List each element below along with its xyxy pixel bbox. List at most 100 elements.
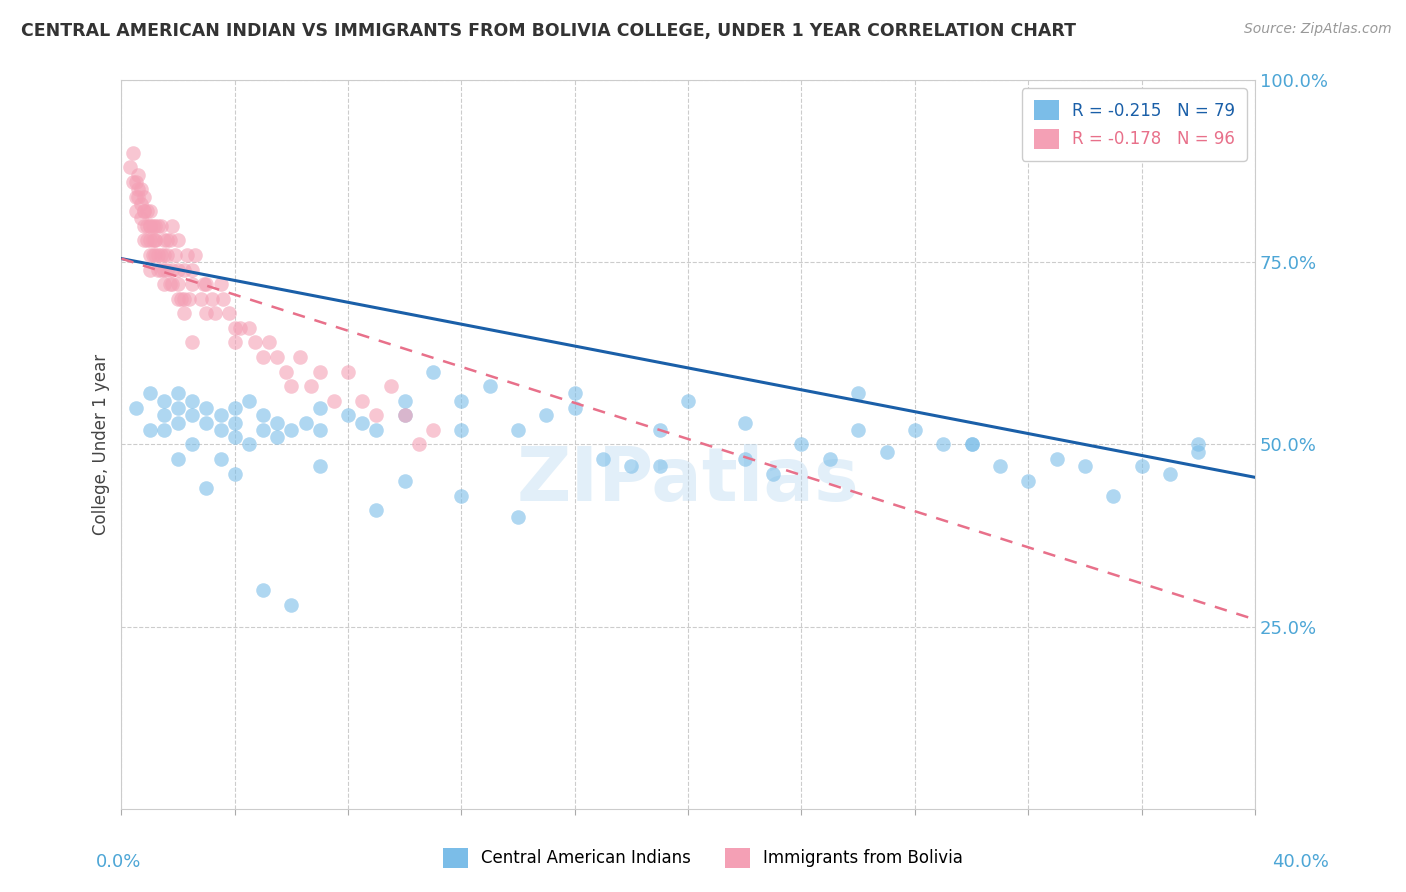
Point [592, 452, 614, 467]
Point [156, 248, 179, 262]
Point [762, 467, 785, 481]
Point [124, 204, 146, 219]
Point [148, 248, 170, 262]
Point [195, 277, 218, 292]
Point [195, 481, 218, 495]
Point [156, 233, 179, 247]
Point [224, 430, 246, 444]
Point [181, 393, 204, 408]
Point [150, 262, 173, 277]
Point [136, 219, 159, 233]
Point [932, 437, 955, 451]
Point [167, 277, 190, 292]
Point [1187, 437, 1209, 451]
Point [648, 423, 671, 437]
Point [846, 386, 869, 401]
Point [204, 306, 226, 320]
Point [280, 423, 302, 437]
Point [153, 262, 176, 277]
Point [408, 437, 430, 451]
Point [366, 503, 388, 517]
Point [195, 416, 218, 430]
Point [212, 292, 235, 306]
Text: 0.0%: 0.0% [96, 853, 141, 871]
Point [148, 262, 170, 277]
Point [564, 386, 586, 401]
Point [1045, 452, 1067, 467]
Point [366, 409, 388, 423]
Point [394, 393, 416, 408]
Point [450, 393, 472, 408]
Point [1159, 467, 1181, 481]
Point [153, 248, 176, 262]
Point [252, 409, 274, 423]
Point [153, 277, 176, 292]
Point [422, 423, 444, 437]
Point [129, 211, 152, 226]
Point [150, 219, 173, 233]
Point [167, 401, 190, 415]
Legend: R = -0.215   N = 79, R = -0.178   N = 96: R = -0.215 N = 79, R = -0.178 N = 96 [1022, 88, 1247, 161]
Point [478, 379, 501, 393]
Point [176, 248, 198, 262]
Point [181, 335, 204, 350]
Point [224, 401, 246, 415]
Point [818, 452, 841, 467]
Point [238, 437, 260, 451]
Point [904, 423, 927, 437]
Point [184, 248, 207, 262]
Point [148, 219, 170, 233]
Point [238, 321, 260, 335]
Point [337, 409, 360, 423]
Point [308, 401, 330, 415]
Point [648, 459, 671, 474]
Point [323, 393, 346, 408]
Point [127, 168, 149, 182]
Point [150, 248, 173, 262]
Point [181, 437, 204, 451]
Point [142, 233, 165, 247]
Point [274, 365, 297, 379]
Point [153, 233, 176, 247]
Point [167, 452, 190, 467]
Point [121, 145, 143, 160]
Point [1074, 459, 1097, 474]
Point [124, 401, 146, 415]
Point [266, 350, 288, 364]
Point [181, 277, 204, 292]
Point [960, 437, 983, 451]
Point [876, 444, 898, 458]
Point [153, 393, 176, 408]
Point [136, 233, 159, 247]
Point [243, 335, 266, 350]
Point [620, 459, 643, 474]
Point [124, 189, 146, 203]
Point [734, 452, 756, 467]
Point [139, 248, 162, 262]
Point [121, 175, 143, 189]
Text: 40.0%: 40.0% [1272, 853, 1329, 871]
Point [167, 262, 190, 277]
Point [508, 423, 530, 437]
Point [159, 277, 181, 292]
Point [193, 277, 215, 292]
Point [181, 409, 204, 423]
Point [132, 219, 155, 233]
Point [988, 459, 1011, 474]
Point [1187, 444, 1209, 458]
Point [139, 219, 162, 233]
Point [132, 204, 155, 219]
Text: Source: ZipAtlas.com: Source: ZipAtlas.com [1244, 22, 1392, 37]
Point [159, 233, 181, 247]
Point [266, 430, 288, 444]
Point [209, 277, 232, 292]
Point [1017, 474, 1039, 488]
Point [209, 409, 232, 423]
Point [280, 598, 302, 612]
Point [139, 386, 162, 401]
Point [139, 423, 162, 437]
Point [153, 409, 176, 423]
Point [252, 423, 274, 437]
Point [294, 416, 316, 430]
Point [280, 379, 302, 393]
